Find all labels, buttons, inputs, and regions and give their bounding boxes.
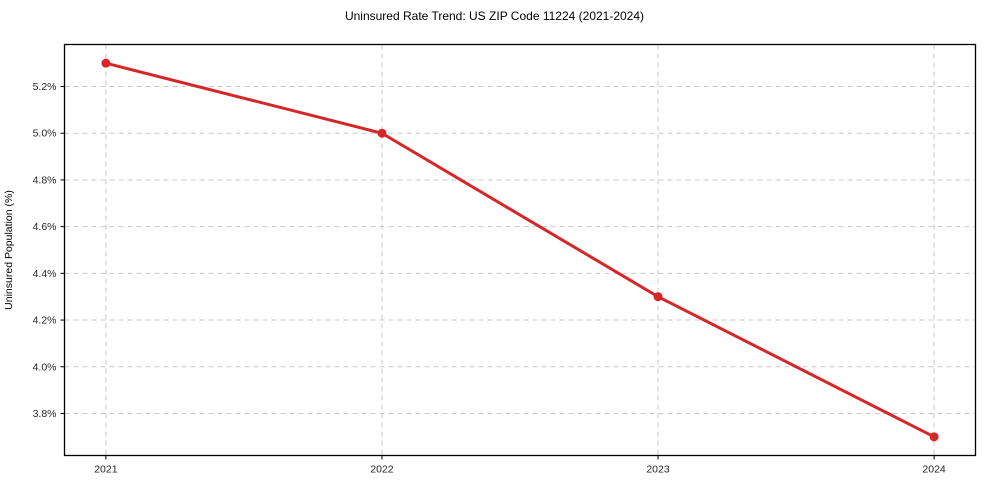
y-tick-label: 4.4% — [33, 268, 57, 280]
y-tick-label: 4.0% — [33, 361, 57, 373]
y-tick-label: 4.8% — [33, 174, 57, 186]
plot-background — [64, 44, 976, 456]
data-point-marker — [101, 58, 111, 68]
y-tick-label: 4.2% — [33, 315, 57, 327]
y-tick-label: 5.2% — [33, 81, 57, 93]
x-tick-label: 2021 — [94, 464, 118, 476]
axes-box — [63, 43, 977, 457]
chart-title: Uninsured Rate Trend: US ZIP Code 11224 … — [344, 9, 645, 23]
data-point-marker — [929, 432, 939, 442]
trend-line — [104, 61, 936, 439]
x-tick-label: 2022 — [370, 464, 394, 476]
y-tick-label: 3.8% — [33, 408, 57, 420]
x-tick-label: 2023 — [646, 464, 670, 476]
y-tick-label: 4.6% — [33, 221, 57, 233]
data-point-marker — [377, 128, 387, 138]
data-point-marker — [653, 292, 663, 302]
y-tick-label: 5.0% — [33, 128, 57, 140]
x-tick-label: 2024 — [922, 464, 946, 476]
